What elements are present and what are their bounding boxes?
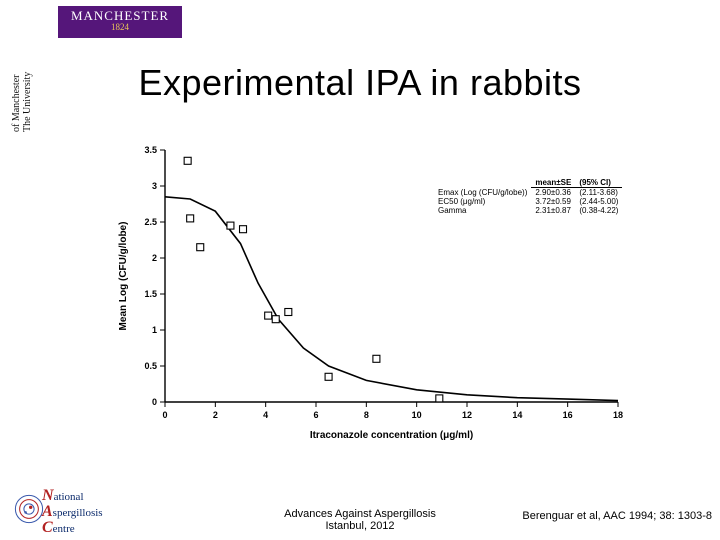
svg-text:3.5: 3.5 (144, 145, 157, 155)
svg-text:16: 16 (563, 410, 573, 420)
stats-inset-table: mean±SE(95% CI)Emax (Log (CFU/g/lobe))2.… (434, 178, 622, 215)
svg-text:1: 1 (152, 325, 157, 335)
nac-swirl-icon (12, 492, 46, 526)
footer-citation: Berenguar et al, AAC 1994; 38: 1303-8 (522, 510, 712, 522)
svg-text:2: 2 (213, 410, 218, 420)
slide-title: Experimental IPA in rabbits (0, 62, 720, 104)
svg-text:Itraconazole concentration (μg: Itraconazole concentration (μg/ml) (310, 430, 473, 441)
nac-text: National Aspergillosis Centre (42, 488, 103, 536)
svg-text:1.5: 1.5 (144, 289, 157, 299)
svg-text:2.5: 2.5 (144, 217, 157, 227)
svg-text:10: 10 (412, 410, 422, 420)
svg-text:12: 12 (462, 410, 472, 420)
svg-text:8: 8 (364, 410, 369, 420)
svg-text:14: 14 (512, 410, 522, 420)
svg-text:18: 18 (613, 410, 623, 420)
svg-text:3: 3 (152, 181, 157, 191)
manchester-logo: MANCHESTER 1824 (58, 6, 182, 38)
svg-text:6: 6 (313, 410, 318, 420)
nac-logo: National Aspergillosis Centre (12, 486, 92, 530)
svg-text:4: 4 (263, 410, 268, 420)
svg-text:0: 0 (162, 410, 167, 420)
svg-text:2: 2 (152, 253, 157, 263)
svg-text:0: 0 (152, 397, 157, 407)
svg-text:0.5: 0.5 (144, 361, 157, 371)
svg-text:Mean Log (CFU/g/lobe): Mean Log (CFU/g/lobe) (118, 222, 129, 331)
